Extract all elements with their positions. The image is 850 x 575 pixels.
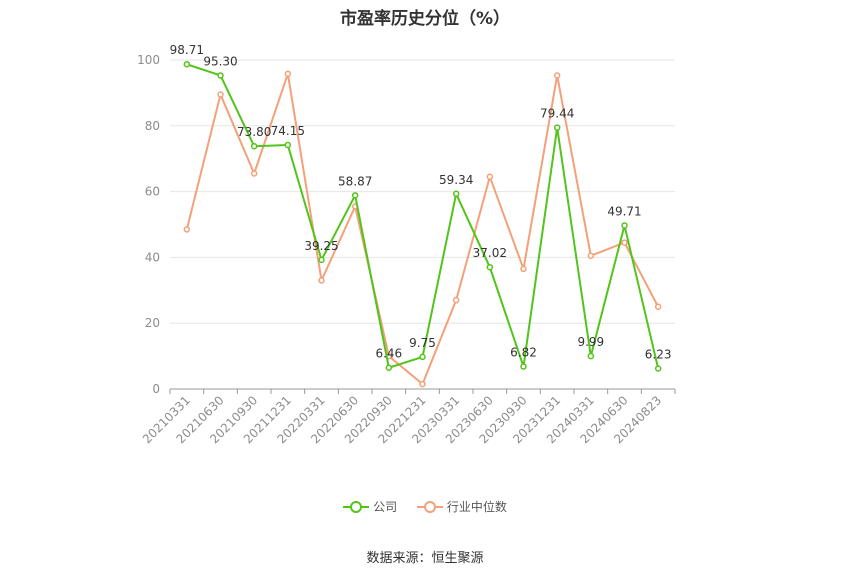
data-point-company[interactable] [621,222,628,229]
data-label: 79.44 [540,107,574,121]
data-point-industry-median[interactable] [183,226,191,233]
data-point-industry-median[interactable] [419,380,426,388]
data-point-industry-median[interactable] [217,91,224,98]
data-point-company[interactable] [587,352,595,360]
data-label: 9.75 [409,336,436,350]
chart-title: 市盈率历史分位（%） [339,9,511,29]
data-point-industry-median[interactable] [553,72,561,79]
legend-company-icon [343,500,370,513]
data-label: 58.87 [338,174,372,188]
data-label: 6.46 [375,347,402,361]
y-tick-label: 0 [152,382,160,396]
legend-label-industry-median: 行业中位数 [446,500,507,514]
data-label: 95.30 [203,54,237,68]
data-label: 6.23 [645,348,672,362]
y-tick-label: 40 [145,250,160,264]
data-point-company[interactable] [284,141,292,149]
data-point-industry-median[interactable] [621,239,628,246]
data-point-company[interactable] [452,190,460,198]
data-label: 73.80 [237,125,271,139]
data-label: 9.99 [577,335,604,349]
data-point-company[interactable] [486,263,494,271]
data-point-industry-median[interactable] [486,173,494,181]
data-point-company[interactable] [385,364,393,371]
data-point-company[interactable] [553,124,561,131]
data-point-industry-median[interactable] [318,277,325,284]
data-label: 59.34 [439,173,473,187]
data-point-company[interactable] [351,192,359,199]
data-point-company[interactable] [217,72,224,79]
legend-label-company: 公司 [373,500,398,514]
data-source: 数据来源：恒生聚源 [366,551,484,566]
data-point-company[interactable] [250,142,258,150]
data-point-company[interactable] [318,256,325,264]
data-point-industry-median[interactable] [284,70,292,78]
legend-item-company[interactable]: 公司 [343,498,397,515]
y-tick-label: 60 [145,185,160,199]
axes: 0204060801002021033120210630202109302021… [137,53,676,446]
data-label: 74.15 [271,124,305,138]
data-point-industry-median[interactable] [452,296,460,304]
data-label: 39.25 [304,239,338,253]
data-label: 49.71 [607,204,641,218]
series-lines [183,60,662,388]
data-point-industry-median[interactable] [654,303,662,310]
data-label: 98.71 [170,43,204,57]
data-point-company[interactable] [654,365,662,372]
data-point-industry-median[interactable] [587,252,595,260]
data-point-company[interactable] [520,363,527,370]
data-point-company[interactable] [183,60,191,68]
legend-industry-icon [416,500,443,513]
data-point-industry-median[interactable] [520,265,527,273]
y-tick-label: 20 [145,316,160,330]
legend-item-industry-median[interactable]: 行业中位数 [416,498,507,515]
legend: 公司 行业中位数 [0,498,850,517]
y-tick-label: 100 [137,53,160,67]
grid-lines [170,59,675,324]
data-point-company[interactable] [419,353,426,361]
data-label: 6.82 [510,346,537,360]
data-label: 37.02 [473,246,507,260]
y-tick-label: 80 [145,119,160,133]
data-point-industry-median[interactable] [250,170,258,177]
line-chart: 0204060801002021033120210630202109302021… [137,43,676,446]
